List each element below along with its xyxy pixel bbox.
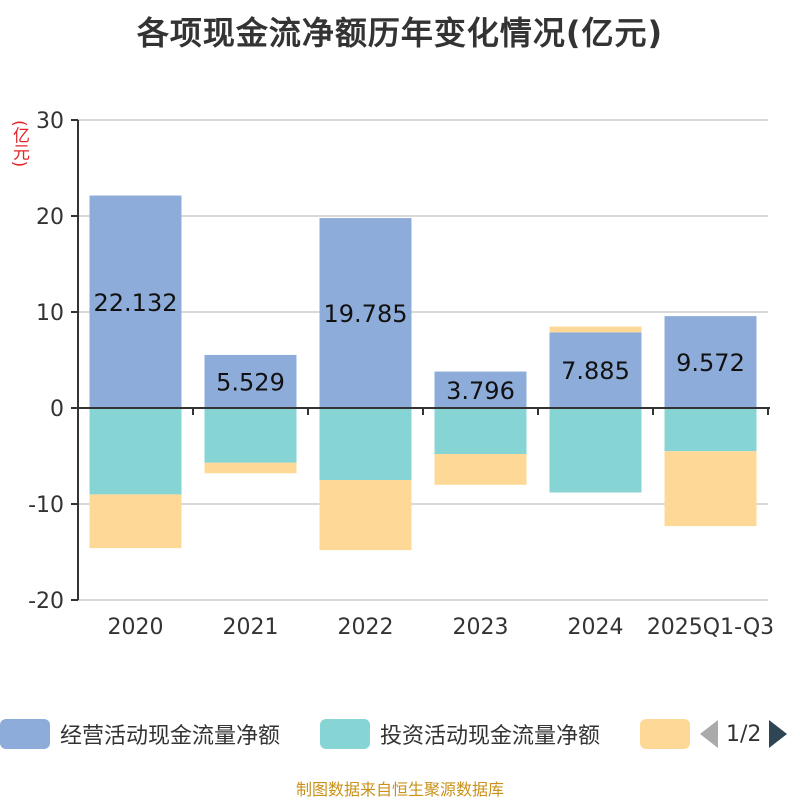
bar-value-label: 19.785 — [324, 300, 408, 328]
bar-segment — [89, 494, 182, 549]
x-tick-label: 2023 — [453, 615, 509, 640]
legend-pager: 1/2 — [700, 712, 788, 756]
x-tick-label: 2022 — [338, 615, 394, 640]
legend-swatch-operating — [0, 719, 50, 749]
bar-value-label: 9.572 — [676, 349, 745, 377]
bar-chart: 30 20 10 0 -10 -20 22.132 2020 5.529 2021 19.785 20… — [28, 109, 774, 640]
bar-value-label: 22.132 — [94, 289, 178, 317]
bar-value-label: 7.885 — [561, 357, 630, 385]
bar-segment — [319, 218, 412, 408]
bar-segment — [204, 462, 297, 474]
bar-segment — [434, 408, 527, 455]
bar-segment — [434, 371, 527, 408]
bar-segment — [319, 480, 412, 551]
bar-segment — [204, 408, 297, 463]
x-tick-label: 2020 — [108, 615, 164, 640]
x-tick-label: 2021 — [223, 615, 279, 640]
y-tick-label: 10 — [36, 301, 64, 326]
bar-segment — [204, 354, 297, 408]
legend-prev-page-icon[interactable] — [700, 720, 718, 748]
legend-item-investing[interactable]: 投资活动现金流量净额 — [320, 712, 600, 756]
bar-segment — [434, 454, 527, 485]
bar-segment — [319, 408, 412, 480]
y-tick-label: 20 — [36, 205, 64, 230]
y-tick-label: -20 — [28, 589, 64, 614]
legend-item-financing[interactable] — [640, 712, 700, 756]
bar-segment — [549, 408, 642, 493]
source-footer: 制图数据来自恒生聚源数据库 — [295, 780, 504, 799]
bar-segment — [664, 451, 757, 527]
legend-item-operating[interactable]: 经营活动现金流量净额 — [0, 712, 280, 756]
bar-segment — [549, 326, 642, 333]
y-tick-label: 0 — [50, 397, 64, 422]
legend-page-indicator: 1/2 — [726, 721, 762, 747]
bar-segment — [549, 332, 642, 408]
bar-segment — [664, 316, 757, 408]
bar-segment — [89, 408, 182, 495]
y-tick-label: -10 — [28, 493, 64, 518]
chart-title: 各项现金流净额历年变化情况(亿元) — [136, 14, 664, 52]
bar-value-label: 5.529 — [216, 368, 285, 396]
legend-label-investing: 投资活动现金流量净额 — [380, 724, 601, 749]
chart-legend: 经营活动现金流量净额 投资活动现金流量净额 1/2 — [0, 712, 800, 756]
y-axis-unit-label: (亿元) — [9, 120, 29, 168]
bar-segment — [89, 195, 182, 408]
legend-label-operating: 经营活动现金流量净额 — [60, 724, 281, 749]
y-tick-label: 30 — [36, 109, 64, 134]
bar-segment — [664, 408, 757, 452]
legend-swatch-financing — [640, 719, 690, 749]
x-tick-label: 2024 — [568, 615, 624, 640]
bar-value-label: 3.796 — [446, 377, 515, 405]
x-tick-label: 2025Q1-Q3 — [647, 615, 774, 640]
legend-next-page-icon[interactable] — [769, 720, 788, 748]
legend-swatch-investing — [320, 719, 370, 749]
